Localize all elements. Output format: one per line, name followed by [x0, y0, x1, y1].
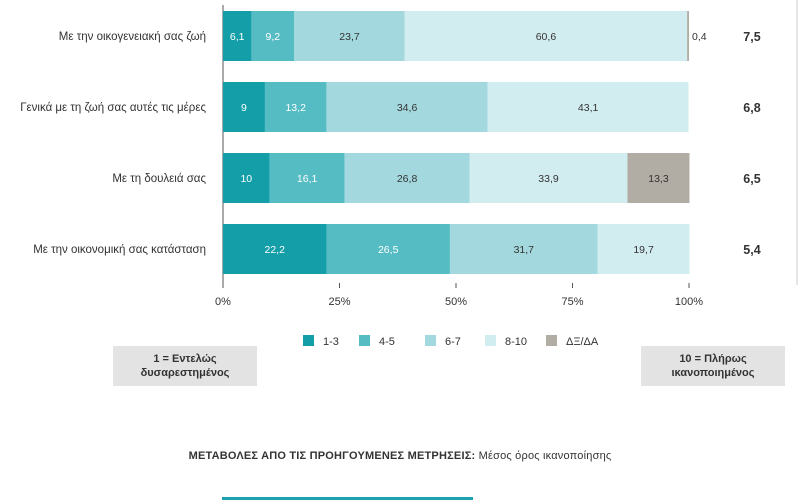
category-label: Με την οικογενειακή σας ζωή	[59, 31, 206, 43]
bar-segment	[223, 11, 252, 61]
x-tick-label: 75%	[561, 296, 583, 308]
bar-segment	[269, 153, 345, 203]
legend-label: 6-7	[445, 336, 461, 348]
legend-swatch	[303, 335, 314, 346]
data-label: 10	[240, 173, 252, 185]
mean-value: 5,4	[743, 243, 760, 257]
bar-segment	[449, 224, 598, 274]
mean-value: 7,5	[743, 30, 760, 44]
next-chart-accent-bar	[222, 497, 473, 500]
legend-label: ΔΞ/ΔΑ	[566, 336, 599, 348]
scale-low-line1: 1 = Εντελώς	[153, 353, 217, 365]
data-label: 34,6	[397, 102, 418, 114]
x-tick-label: 100%	[675, 296, 703, 308]
bar-segment	[404, 11, 688, 61]
data-label: 9,2	[266, 31, 281, 43]
legend-swatch	[425, 335, 436, 346]
data-label: 6,1	[230, 31, 245, 43]
legend-label: 8-10	[505, 336, 527, 348]
changes-subtitle: Μέσος όρος ικανοποίησης	[478, 450, 612, 462]
mean-value: 6,8	[743, 101, 760, 115]
legend-swatch	[485, 335, 496, 346]
bar-segment	[326, 224, 450, 274]
scale-low-label: 1 = Εντελώς δυσαρεστημένος	[113, 346, 257, 386]
data-label: 33,9	[538, 173, 559, 185]
data-label: 60,6	[536, 31, 557, 43]
x-tick-label: 0%	[215, 296, 231, 308]
category-label: Με την οικονομική σας κατάσταση	[33, 244, 206, 256]
legend-label: 1-3	[323, 336, 339, 348]
data-label: 22,2	[265, 244, 286, 256]
bar-segment	[597, 224, 690, 274]
x-tick-label: 25%	[328, 296, 350, 308]
x-tick-label: 50%	[445, 296, 467, 308]
bar-segment	[326, 82, 488, 132]
bar-segment	[264, 82, 327, 132]
bar-segment	[344, 153, 470, 203]
bar-segment	[687, 11, 689, 61]
scale-high-line1: 10 = Πλήρως	[679, 353, 747, 365]
bar-segment	[487, 82, 689, 132]
changes-section-title: ΜΕΤΑΒΟΛΕΣ ΑΠΟ ΤΙΣ ΠΡΟΗΓΟΥΜΕΝΕΣ ΜΕΤΡΗΣΕΙΣ…	[0, 450, 800, 462]
bar-segment	[294, 11, 405, 61]
data-label: 43,1	[578, 102, 599, 114]
changes-title: ΜΕΤΑΒΟΛΕΣ ΑΠΟ ΤΙΣ ΠΡΟΗΓΟΥΜΕΝΕΣ ΜΕΤΡΗΣΕΙΣ…	[188, 450, 476, 462]
data-label: 19,7	[633, 244, 654, 256]
category-label: Γενικά με τη ζωή σας αυτές τις μέρες	[20, 102, 206, 114]
scale-high-line2: ικανοποιημένος	[671, 367, 755, 379]
bar-segment	[223, 153, 270, 203]
bar-segment	[251, 11, 295, 61]
data-label: 13,2	[285, 102, 306, 114]
data-label: 26,8	[397, 173, 418, 185]
data-label: 23,7	[339, 31, 360, 43]
data-label: 16,1	[297, 173, 318, 185]
bar-segment	[223, 82, 265, 132]
bar-segment	[627, 153, 690, 203]
scale-low-line2: δυσαρεστημένος	[140, 367, 230, 379]
scale-high-label: 10 = Πλήρως ικανοποιημένος	[641, 346, 785, 386]
bar-segment	[223, 224, 327, 274]
data-label: 0,4	[692, 31, 707, 43]
legend-swatch	[546, 335, 557, 346]
legend-swatch	[359, 335, 370, 346]
mean-value: 6,5	[743, 172, 760, 186]
bar-segment	[469, 153, 628, 203]
data-label: 31,7	[514, 244, 535, 256]
category-label: Με τη δουλειά σας	[112, 173, 206, 185]
legend-label: 4-5	[379, 336, 395, 348]
data-label: 13,3	[648, 173, 669, 185]
data-label: 9	[241, 102, 247, 114]
data-label: 26,5	[378, 244, 399, 256]
